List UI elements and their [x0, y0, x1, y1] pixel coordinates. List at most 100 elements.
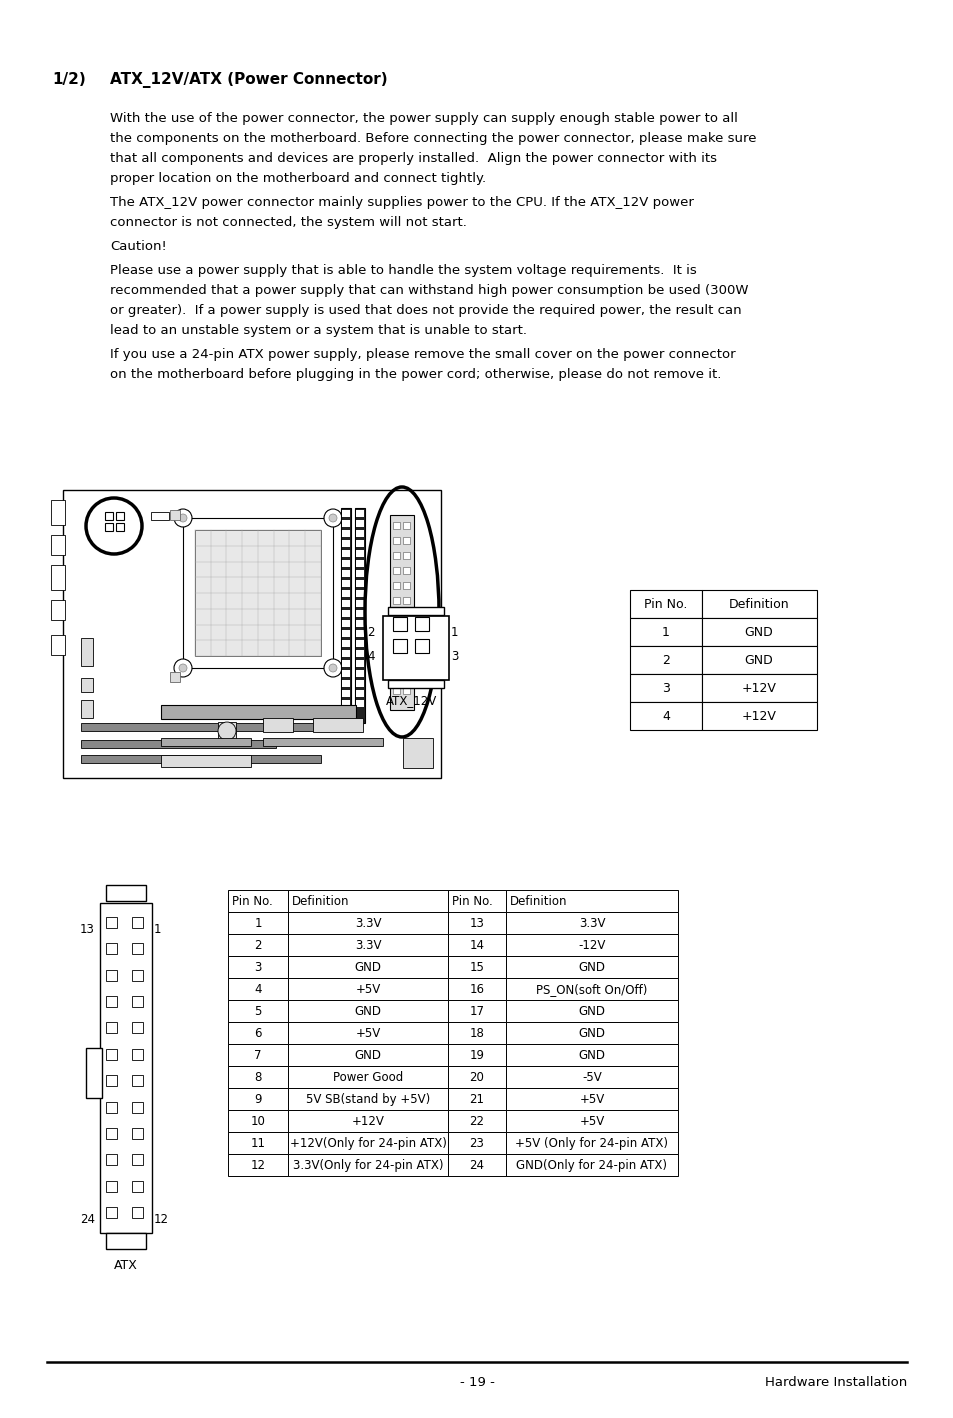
- Bar: [355, 630, 364, 637]
- Bar: [228, 1088, 288, 1110]
- Bar: [402, 737, 433, 769]
- Text: 22: 22: [469, 1115, 484, 1127]
- Bar: [355, 691, 364, 698]
- Text: +5V: +5V: [355, 1027, 380, 1039]
- Bar: [106, 1102, 117, 1113]
- Bar: [355, 540, 364, 547]
- Bar: [228, 934, 288, 956]
- Bar: [132, 1154, 143, 1166]
- Text: Hardware Installation: Hardware Installation: [764, 1375, 906, 1390]
- Bar: [288, 1154, 448, 1176]
- Text: Caution!: Caution!: [110, 240, 167, 252]
- Bar: [341, 669, 350, 676]
- Text: that all components and devices are properly installed.  Align the power connect: that all components and devices are prop…: [110, 152, 717, 164]
- Bar: [393, 617, 407, 631]
- Text: 3: 3: [451, 649, 457, 664]
- Bar: [340, 510, 351, 520]
- Text: 1: 1: [451, 625, 458, 640]
- Bar: [393, 567, 399, 574]
- Bar: [228, 978, 288, 1000]
- Bar: [288, 912, 448, 934]
- Bar: [355, 530, 364, 537]
- Bar: [402, 657, 410, 664]
- Bar: [505, 1000, 678, 1022]
- Bar: [355, 700, 364, 708]
- Text: 3.3V: 3.3V: [355, 939, 381, 951]
- Text: Definition: Definition: [510, 895, 567, 908]
- Text: GND: GND: [355, 1049, 381, 1062]
- Text: ATX_12V/ATX (Power Connector): ATX_12V/ATX (Power Connector): [110, 72, 387, 88]
- Bar: [170, 672, 180, 682]
- Bar: [288, 1110, 448, 1132]
- Bar: [228, 1022, 288, 1044]
- Bar: [393, 642, 399, 649]
- Bar: [51, 501, 65, 525]
- Text: 3.3V: 3.3V: [355, 917, 381, 930]
- Bar: [341, 700, 350, 708]
- Text: ATX_12V: ATX_12V: [386, 693, 436, 708]
- Text: +5V: +5V: [355, 983, 380, 995]
- Bar: [288, 1088, 448, 1110]
- Bar: [288, 1044, 448, 1066]
- Bar: [448, 934, 505, 956]
- Bar: [81, 740, 275, 749]
- Text: 5: 5: [254, 1005, 261, 1018]
- Bar: [701, 674, 816, 702]
- Bar: [81, 678, 92, 692]
- Bar: [505, 1088, 678, 1110]
- Bar: [505, 891, 678, 912]
- Text: GND: GND: [578, 961, 605, 974]
- Bar: [448, 1044, 505, 1066]
- Bar: [355, 508, 365, 723]
- Bar: [402, 613, 410, 620]
- Text: 11: 11: [251, 1137, 265, 1150]
- Bar: [393, 597, 399, 604]
- Bar: [288, 1066, 448, 1088]
- Circle shape: [329, 664, 336, 672]
- Text: 8: 8: [254, 1071, 261, 1083]
- Bar: [228, 956, 288, 978]
- Bar: [629, 674, 701, 702]
- Bar: [341, 620, 350, 627]
- Text: 3: 3: [254, 961, 261, 974]
- Bar: [341, 520, 350, 527]
- Text: 17: 17: [469, 1005, 484, 1018]
- Text: Definition: Definition: [292, 895, 349, 908]
- Text: 2: 2: [367, 625, 375, 640]
- Bar: [355, 659, 364, 666]
- Bar: [701, 618, 816, 647]
- Circle shape: [173, 509, 192, 527]
- Circle shape: [324, 509, 341, 527]
- Bar: [106, 970, 117, 981]
- Bar: [448, 1066, 505, 1088]
- Bar: [355, 590, 364, 597]
- Text: Pin No.: Pin No.: [643, 598, 687, 611]
- Bar: [51, 600, 65, 620]
- Bar: [81, 638, 92, 666]
- Bar: [355, 560, 364, 567]
- Text: The ATX_12V power connector mainly supplies power to the CPU. If the ATX_12V pow: The ATX_12V power connector mainly suppl…: [110, 196, 693, 208]
- Text: 12: 12: [153, 1214, 169, 1227]
- Bar: [106, 1207, 117, 1218]
- Text: 1/2): 1/2): [52, 72, 86, 86]
- Text: 1: 1: [153, 923, 161, 936]
- Bar: [390, 515, 414, 710]
- Bar: [402, 642, 410, 649]
- Text: 4: 4: [661, 710, 669, 723]
- Bar: [393, 640, 407, 654]
- Text: Power Good: Power Good: [333, 1071, 403, 1083]
- Text: +5V: +5V: [578, 1115, 604, 1127]
- Bar: [263, 737, 382, 746]
- Bar: [355, 610, 364, 617]
- Bar: [448, 1110, 505, 1132]
- Text: +12V: +12V: [740, 710, 776, 723]
- Bar: [355, 510, 364, 518]
- Text: With the use of the power connector, the power supply can supply enough stable p: With the use of the power connector, the…: [110, 112, 737, 125]
- Bar: [382, 615, 449, 681]
- Text: GND: GND: [355, 1005, 381, 1018]
- Text: GND: GND: [578, 1005, 605, 1018]
- Bar: [106, 1127, 117, 1139]
- Bar: [505, 956, 678, 978]
- Bar: [81, 700, 92, 718]
- Bar: [228, 1154, 288, 1176]
